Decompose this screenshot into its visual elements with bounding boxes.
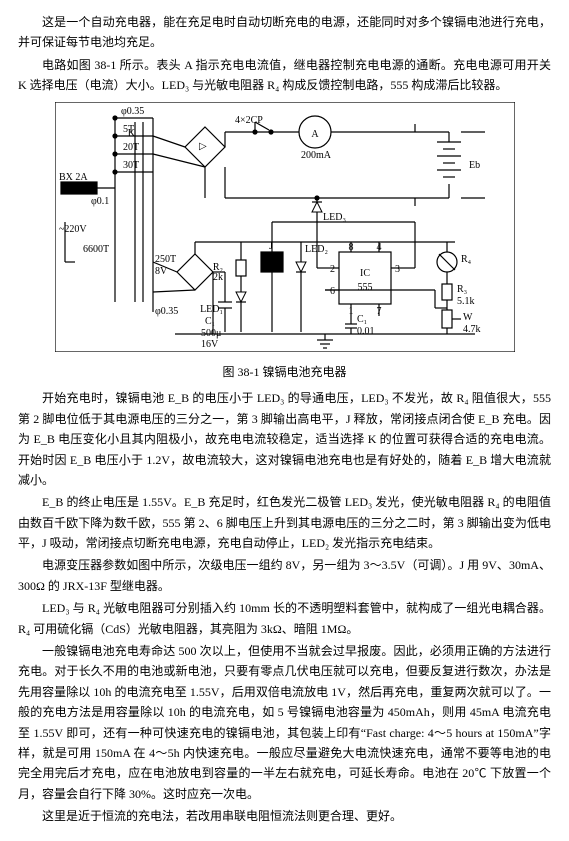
circuit-diagram: φ0.355TK20T30TBX 2Aφ0.1~220V6600T250T8Vφ… — [55, 102, 515, 352]
svg-text:16V: 16V — [201, 339, 219, 350]
svg-text:3: 3 — [395, 264, 400, 275]
figure-caption: 图 38-1 镍镉电池充电器 — [18, 362, 551, 382]
svg-text:LED₃: LED₃ — [323, 212, 346, 223]
body-p3: 开始充电时，镍镉电池 E_B 的电压小于 LED₃ 的导通电压，LED₃ 不发光… — [18, 388, 551, 490]
svg-text:6600T: 6600T — [83, 244, 109, 255]
svg-text:555: 555 — [357, 282, 372, 293]
svg-text:C₁: C₁ — [357, 314, 367, 325]
svg-text:▷: ▷ — [199, 141, 207, 152]
svg-text:φ0.35: φ0.35 — [121, 106, 144, 117]
body-p6: LED₃ 与 R₄ 光敏电阻器可分别插入约 10mm 长的不透明塑料套管中，就构… — [18, 598, 551, 639]
svg-text:W: W — [463, 312, 473, 323]
svg-text:A: A — [311, 129, 319, 140]
svg-text:30T: 30T — [123, 160, 139, 171]
svg-text:0.01: 0.01 — [357, 326, 375, 337]
svg-text:LED₁: LED₁ — [200, 304, 223, 315]
svg-text:C₁: C₁ — [205, 316, 215, 327]
svg-text:2: 2 — [330, 264, 335, 275]
svg-text:φ0.35: φ0.35 — [155, 306, 178, 317]
svg-text:20T: 20T — [123, 142, 139, 153]
intro-p1: 这是一个自动充电器，能在充足电时自动切断充电的电源，还能同时对多个镍镉电池进行充… — [18, 12, 551, 53]
svg-text:BX 2A: BX 2A — [59, 172, 88, 183]
body-p8: 这里是近于恒流的充电法，若改用串联电阻恒流法则更合理、更好。 — [18, 806, 551, 826]
svg-text:250T: 250T — [155, 254, 176, 265]
svg-text:R₄: R₄ — [461, 254, 472, 265]
svg-text:5.1k: 5.1k — [457, 296, 475, 307]
svg-text:φ0.1: φ0.1 — [91, 196, 109, 207]
svg-text:Eb: Eb — [469, 160, 480, 171]
body-p7: 一般镍镉电池充电寿命达 500 次以上，但使用不当就会过早报废。因此，必须用正确… — [18, 641, 551, 804]
figure-container: φ0.355TK20T30TBX 2Aφ0.1~220V6600T250T8Vφ… — [18, 102, 551, 383]
svg-text:2k: 2k — [213, 272, 223, 283]
body-p4: E_B 的终止电压是 1.55V。E_B 充足时，红色发光二极管 LED₃ 发光… — [18, 492, 551, 553]
svg-text:200mA: 200mA — [301, 150, 332, 161]
svg-text:~220V: ~220V — [59, 224, 87, 235]
svg-text:R₃: R₃ — [457, 284, 467, 295]
svg-text:IC: IC — [360, 268, 370, 279]
svg-text:6: 6 — [330, 286, 335, 297]
intro-p2: 电路如图 38-1 所示。表头 A 指示充电电流值，继电器控制充电电源的通断。充… — [18, 55, 551, 96]
body-p5: 电源变压器参数如图中所示，次级电压一组约 8V，另一组为 3～3.5V（可调）。… — [18, 555, 551, 596]
svg-text:4.7k: 4.7k — [463, 324, 481, 335]
